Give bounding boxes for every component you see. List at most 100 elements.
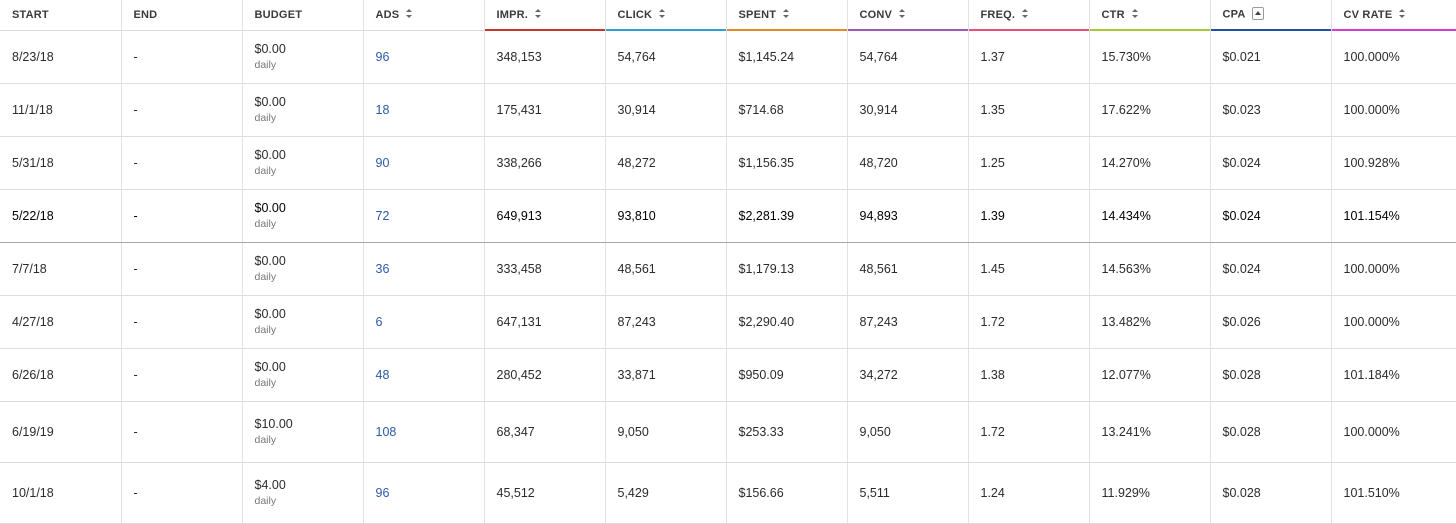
cell-impr: 68,347 [484,401,606,463]
cell-cv-rate: 101.510% [1331,462,1456,524]
table-row[interactable]: 6/26/18- $0.00 daily 48 280,452 33,871 $950.09… [0,348,1456,402]
cell-conv: 48,720 [847,136,969,190]
ads-count-link[interactable]: 108 [375,424,397,439]
cell-budget: $0.00 daily [242,30,364,84]
cell-budget: $0.00 daily [242,136,364,190]
cell-ctr: 14.270% [1089,136,1211,190]
column-header-spent[interactable]: SPENT [726,0,848,31]
cell-ads: 48 [363,348,485,402]
budget-amount: $0.00 [254,359,286,374]
cell-freq: 1.45 [968,242,1090,296]
cell-start: 5/22/18 [0,189,122,243]
sort-icon[interactable] [406,9,413,19]
cell-click: 5,429 [605,462,727,524]
cell-cpa: $0.028 [1210,401,1332,463]
sort-icon[interactable] [899,9,906,19]
column-header-click[interactable]: CLICK [605,0,727,31]
cell-conv: 94,893 [847,189,969,243]
table-row[interactable]: 8/23/18- $0.00 daily 96 348,153 54,764 $1,145.… [0,30,1456,84]
budget-amount: $10.00 [254,416,293,431]
cell-budget: $10.00 daily [242,401,364,463]
cell-end: - [121,348,243,402]
cell-spent: $253.33 [726,401,848,463]
cell-click: 33,871 [605,348,727,402]
ads-count-link[interactable]: 6 [375,314,383,329]
cell-click: 87,243 [605,295,727,349]
cell-spent: $1,145.24 [726,30,848,84]
cell-budget: $0.00 daily [242,83,364,137]
column-header-conv[interactable]: CONV [847,0,969,31]
cell-click: 48,272 [605,136,727,190]
cell-click: 93,810 [605,189,727,243]
sort-ascending-icon[interactable] [1251,7,1264,21]
table-row[interactable]: 7/7/18- $0.00 daily 36 333,458 48,561 $1,179.1… [0,242,1456,296]
budget-amount: $0.00 [254,306,286,321]
column-header-label: CV RATE [1343,8,1393,21]
column-header-freq[interactable]: FREQ. [968,0,1090,31]
cell-ctr: 13.482% [1089,295,1211,349]
ads-count-link[interactable]: 72 [375,208,390,223]
cell-end: - [121,242,243,296]
cell-end: - [121,295,243,349]
ads-count-link[interactable]: 36 [375,261,390,276]
cell-budget: $0.00 daily [242,242,364,296]
sort-icon[interactable] [535,9,542,19]
table-row[interactable]: 11/1/18- $0.00 daily 18 175,431 30,914 $714.68… [0,83,1456,137]
column-header-label: CPA [1222,8,1246,21]
cell-start: 6/26/18 [0,348,122,402]
column-header-cpa[interactable]: CPA [1210,0,1332,31]
sort-icon[interactable] [659,9,666,19]
cell-ctr: 12.077% [1089,348,1211,402]
sort-icon[interactable] [1022,9,1029,19]
cell-end: - [121,136,243,190]
table-row[interactable]: 6/19/19- $10.00 daily 108 68,347 9,050 $253.33… [0,401,1456,463]
cell-ads: 90 [363,136,485,190]
cell-freq: 1.38 [968,348,1090,402]
cell-impr: 338,266 [484,136,606,190]
cell-impr: 333,458 [484,242,606,296]
cell-cpa: $0.024 [1210,242,1332,296]
budget-amount: $0.00 [254,253,286,268]
ads-count-link[interactable]: 96 [375,49,390,64]
cell-spent: $156.66 [726,462,848,524]
cell-budget: $0.00 daily [242,348,364,402]
cell-start: 11/1/18 [0,83,122,137]
cell-start: 8/23/18 [0,30,122,84]
column-header-impr[interactable]: IMPR. [484,0,606,31]
cell-ctr: 13.241% [1089,401,1211,463]
table-row[interactable]: 5/31/18- $0.00 daily 90 338,266 48,272 $1,156.… [0,136,1456,190]
table-row[interactable]: 10/1/18- $4.00 daily 96 45,512 5,429 $156.66 5,… [0,462,1456,524]
cell-cv-rate: 100.000% [1331,30,1456,84]
sort-icon[interactable] [1399,9,1406,19]
cell-cpa: $0.026 [1210,295,1332,349]
header-row: START END BUDGET ADS IMPR. CLICK SPENT CONV FREQ… [0,0,1456,31]
table-row[interactable]: 4/27/18- $0.00 daily 6 647,131 87,243 $2,290.4… [0,295,1456,349]
table-row[interactable]: 5/22/18- $0.00 daily 72 649,913 93,810 $2,281.… [0,189,1456,243]
budget-unit: daily [254,58,277,71]
budget-unit: daily [254,111,277,124]
cell-budget: $0.00 daily [242,189,364,243]
ads-count-link[interactable]: 96 [375,485,390,500]
cell-end: - [121,83,243,137]
cell-spent: $2,290.40 [726,295,848,349]
ads-count-link[interactable]: 48 [375,367,390,382]
column-header-ctr[interactable]: CTR [1089,0,1211,31]
budget-amount: $0.00 [254,147,286,162]
cell-click: 30,914 [605,83,727,137]
cell-cv-rate: 100.000% [1331,83,1456,137]
sort-icon[interactable] [783,9,790,19]
ads-count-link[interactable]: 18 [375,102,390,117]
column-header-ads[interactable]: ADS [363,0,485,31]
sort-icon[interactable] [1131,9,1138,19]
cell-click: 9,050 [605,401,727,463]
cell-budget: $0.00 daily [242,295,364,349]
cell-start: 4/27/18 [0,295,122,349]
ads-count-link[interactable]: 90 [375,155,390,170]
cell-ads: 96 [363,30,485,84]
budget-unit: daily [254,433,277,446]
cell-conv: 30,914 [847,83,969,137]
column-header-cv-rate[interactable]: CV RATE [1331,0,1456,31]
cell-freq: 1.35 [968,83,1090,137]
cell-cv-rate: 100.000% [1331,401,1456,463]
cell-conv: 9,050 [847,401,969,463]
